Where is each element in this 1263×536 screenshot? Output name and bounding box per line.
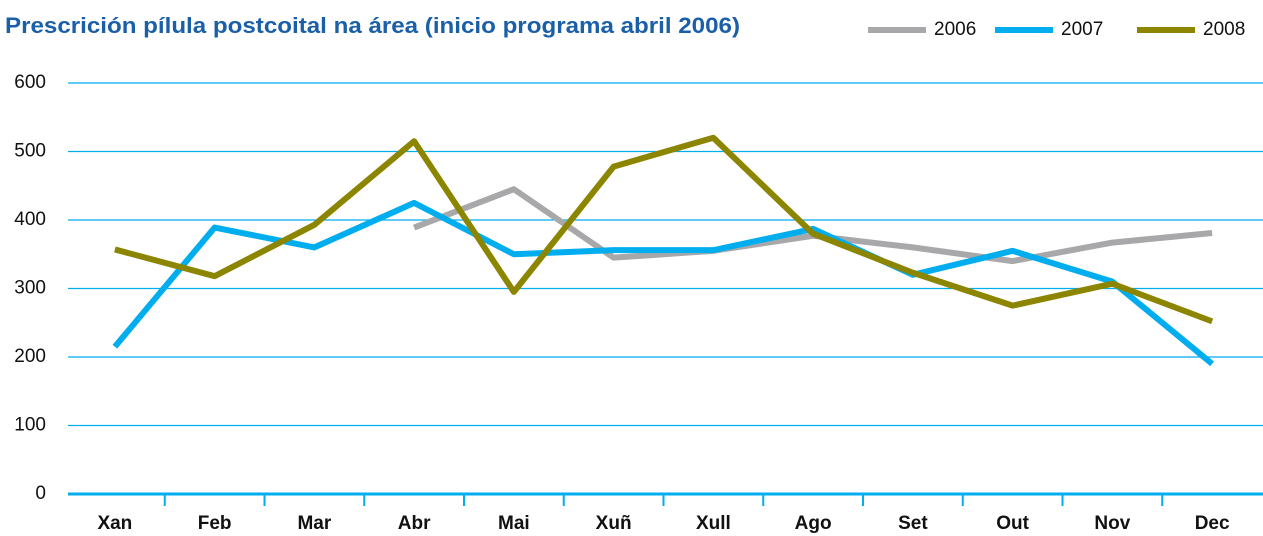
x-tick-label: Xan [97, 513, 132, 534]
y-tick-label: 100 [14, 415, 46, 436]
x-tick-label: Mai [498, 513, 530, 534]
y-tick-label: 600 [14, 72, 46, 93]
x-tick-label: Out [996, 513, 1029, 534]
series-line [112, 199, 1215, 367]
y-tick-label: 300 [14, 278, 46, 299]
chart-title: Prescrición pílula postcoital na área (i… [5, 13, 740, 38]
series-line [114, 134, 1214, 325]
y-tick-label: 200 [14, 346, 46, 367]
x-tick-label: Xuñ [596, 513, 632, 534]
x-tick-label: Ago [795, 513, 832, 534]
legend-label: 2006 [934, 19, 976, 40]
legend-label: 2007 [1061, 19, 1103, 40]
x-tick-label: Mar [297, 513, 331, 534]
x-tick-label: Abr [398, 513, 431, 534]
x-tick-label: Feb [198, 513, 232, 534]
x-tick-label: Nov [1094, 513, 1130, 534]
legend-label: 2008 [1203, 19, 1245, 40]
x-tick-label: Xull [696, 513, 731, 534]
y-tick-label: 400 [14, 209, 46, 230]
y-tick-label: 0 [35, 483, 46, 504]
y-tick-label: 500 [14, 141, 46, 162]
series-line [413, 186, 1213, 265]
x-tick-label: Set [898, 513, 928, 534]
x-tick-label: Dec [1195, 513, 1230, 534]
